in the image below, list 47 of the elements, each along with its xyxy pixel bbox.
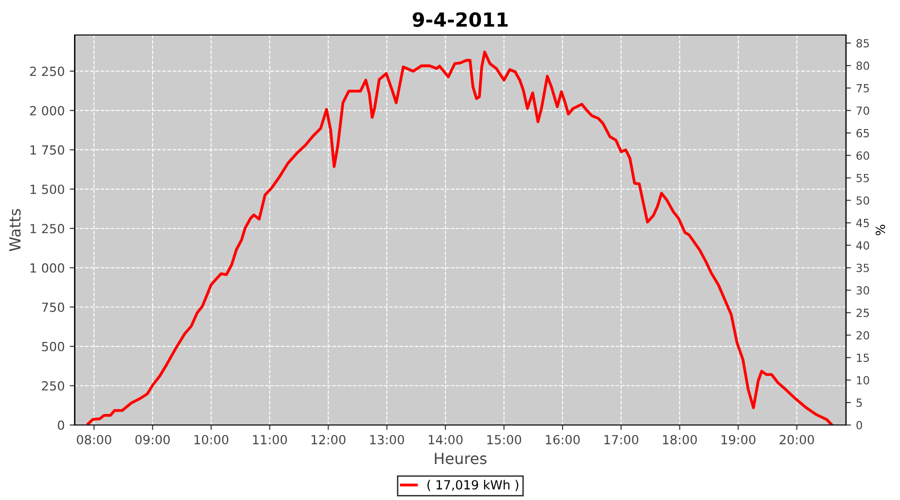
y2-tick-label: 5	[856, 398, 862, 407]
y-tick-label: 2 000	[30, 106, 64, 116]
y2-tick-label: 15	[856, 354, 869, 362]
y2-tick-label: 50	[856, 196, 870, 205]
x-tick-label: 19:00	[722, 434, 756, 444]
x-tick-label: 12:00	[312, 434, 346, 444]
x-tick-label: 08:00	[76, 434, 112, 444]
x-tick-label: 15:00	[487, 434, 522, 444]
y-tick-label: 500	[42, 342, 64, 352]
y2-tick-label: 10	[856, 376, 870, 384]
y-tick-label: 0	[58, 420, 64, 430]
y2-tick-label: 75	[856, 84, 869, 92]
x-tick-label: 10:00	[194, 434, 228, 444]
y2-tick-label: 70	[856, 106, 870, 115]
y2-tick-label: 65	[856, 128, 869, 138]
y-tick-label: 250	[42, 381, 64, 391]
y-tick-label: 2 250	[30, 66, 64, 76]
y-tick-label: 1 500	[30, 184, 64, 194]
x-tick-label: 11:00	[253, 434, 287, 444]
x-tick-label: 13:00	[370, 434, 404, 444]
y2-tick-label: 45	[856, 218, 869, 228]
x-tick-label: 17:00	[604, 434, 638, 444]
y-axis-title: Watts	[9, 209, 21, 252]
y2-tick-label: 60	[856, 151, 870, 160]
y-tick-label: 1 000	[30, 263, 64, 273]
y2-tick-label: 85	[856, 39, 869, 48]
y2-tick-label: 0	[856, 420, 862, 430]
y-tick-label: 750	[42, 302, 64, 312]
x-tick-label: 20:00	[780, 434, 814, 444]
line-series	[86, 50, 833, 425]
x-tick-label: 09:00	[135, 434, 170, 444]
x-tick-label: 16:00	[546, 434, 580, 444]
y2-tick-label: 40	[856, 241, 870, 250]
y2-tick-label: 80	[856, 62, 870, 70]
y2-tick-label: 35	[856, 264, 869, 272]
chart-title: 9-4-2011	[412, 12, 508, 27]
y2-tick-label: 55	[856, 174, 869, 182]
x-axis-title: Heures	[434, 452, 487, 464]
y2-tick-label: 30	[856, 286, 870, 295]
x-tick-label: 14:00	[428, 434, 463, 444]
y2-tick-label: 25	[856, 308, 869, 318]
y2-axis-title: %	[876, 224, 886, 236]
y2-tick-label: 20	[856, 331, 870, 340]
x-tick-label: 18:00	[663, 434, 697, 444]
y-tick-label: 1 250	[30, 224, 64, 234]
y-tick-label: 1 750	[30, 145, 64, 155]
legend-label: ( 17,019 kWh )	[427, 480, 518, 491]
